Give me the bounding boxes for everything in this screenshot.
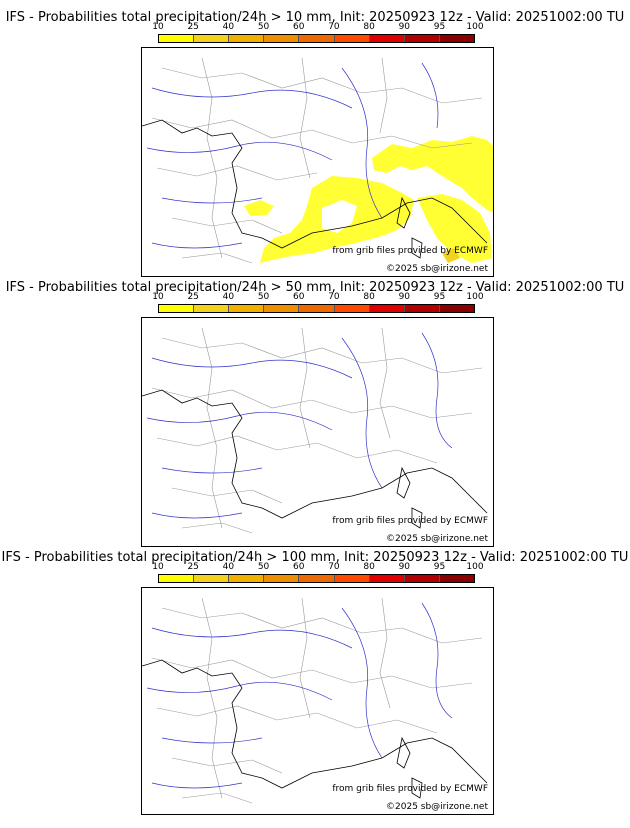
panel-title: IFS - Probabilities total precipitation/… [5,10,625,25]
tick-label: 90 [398,22,411,32]
tick-label: 70 [328,22,340,32]
copyright-credit: ©2025 sb@irizone.net [386,264,488,274]
map-panel-10mm: IFS - Probabilities total precipitation/… [0,0,630,277]
colorbar-ticks: 10 25 40 50 60 70 80 90 95 100 [152,22,483,34]
tick-label: 50 [257,562,270,572]
tick-label: 50 [257,292,270,302]
borders [151,57,483,264]
colorbar-segment [439,305,474,312]
tick-label: 25 [187,22,199,32]
tick-label: 10 [152,292,164,302]
map-graphic [142,327,488,534]
colorbar-segment [404,305,440,312]
colorbar-segment [194,35,230,42]
borders [151,597,483,804]
colorbar-segment [439,35,474,42]
colorbar-ticks: 10 25 40 50 60 70 80 90 95 100 [152,562,483,574]
colorbar-segment [299,575,335,582]
tick-label: 100 [466,22,484,32]
colorbar-segment [439,575,474,582]
map-panel-100mm: IFS - Probabilities total precipitation/… [0,540,630,815]
colorbar-segment [369,305,405,312]
map-frame: from grib files provided by ECMWF ©2025 … [141,47,494,277]
sea-mask [322,200,357,233]
precip-core [442,248,460,263]
coastline [142,389,488,529]
copyright-credit: ©2025 sb@irizone.net [386,534,488,544]
tick-label: 60 [293,292,305,302]
coastline [142,659,488,799]
map-panel-50mm: IFS - Probabilities total precipitation/… [0,270,630,547]
colorbar-segment [369,35,405,42]
colorbar-segment [229,305,265,312]
map-frame: from grib files provided by ECMWF ©2025 … [141,317,494,547]
tick-label: 10 [152,22,164,32]
colorbar-ticks: 10 25 40 50 60 70 80 90 95 100 [152,292,483,304]
tick-label: 80 [363,292,375,302]
rivers [146,602,453,789]
precip-area [244,136,493,263]
tick-label: 80 [363,22,375,32]
tick-label: 40 [222,22,235,32]
coastline [142,119,488,259]
tick-label: 50 [257,22,270,32]
tick-label: 25 [187,562,199,572]
colorbar [158,34,475,43]
colorbar-segment [299,305,335,312]
borders [151,327,483,534]
map-graphic [142,597,488,804]
map-frame: from grib files provided by ECMWF ©2025 … [141,587,494,815]
tick-label: 60 [293,562,305,572]
source-credit: from grib files provided by ECMWF [332,516,488,526]
tick-label: 80 [363,562,375,572]
tick-label: 95 [433,562,446,572]
colorbar-segment [299,35,335,42]
colorbar-segment [194,575,230,582]
source-credit: from grib files provided by ECMWF [332,246,488,256]
colorbar-segment [369,575,405,582]
tick-label: 90 [398,562,411,572]
colorbar-segment [229,575,265,582]
colorbar-segment [159,575,195,582]
colorbar-segment [334,575,370,582]
colorbar-segment [159,35,195,42]
panel-title: IFS - Probabilities total precipitation/… [1,550,629,565]
rivers [146,332,453,519]
tick-label: 40 [222,292,235,302]
tick-label: 100 [466,292,484,302]
colorbar-segment [334,305,370,312]
colorbar-segment [404,575,440,582]
colorbar [158,574,475,583]
colorbar-segment [264,35,300,42]
tick-label: 95 [433,22,446,32]
colorbar-segment [229,35,265,42]
tick-label: 95 [433,292,446,302]
colorbar-segment [264,575,300,582]
tick-label: 60 [293,22,305,32]
tick-label: 70 [328,292,340,302]
copyright-credit: ©2025 sb@irizone.net [386,802,488,812]
colorbar [158,304,475,313]
panel-title: IFS - Probabilities total precipitation/… [5,280,625,295]
tick-label: 70 [328,562,340,572]
colorbar-segment [159,305,195,312]
tick-label: 90 [398,292,411,302]
colorbar-segment [334,35,370,42]
colorbar-segment [264,305,300,312]
tick-label: 40 [222,562,235,572]
tick-label: 10 [152,562,164,572]
colorbar-segment [194,305,230,312]
tick-label: 100 [466,562,484,572]
source-credit: from grib files provided by ECMWF [332,784,488,794]
rivers [146,62,439,249]
colorbar-segment [404,35,440,42]
tick-label: 25 [187,292,199,302]
map-graphic [142,57,493,264]
